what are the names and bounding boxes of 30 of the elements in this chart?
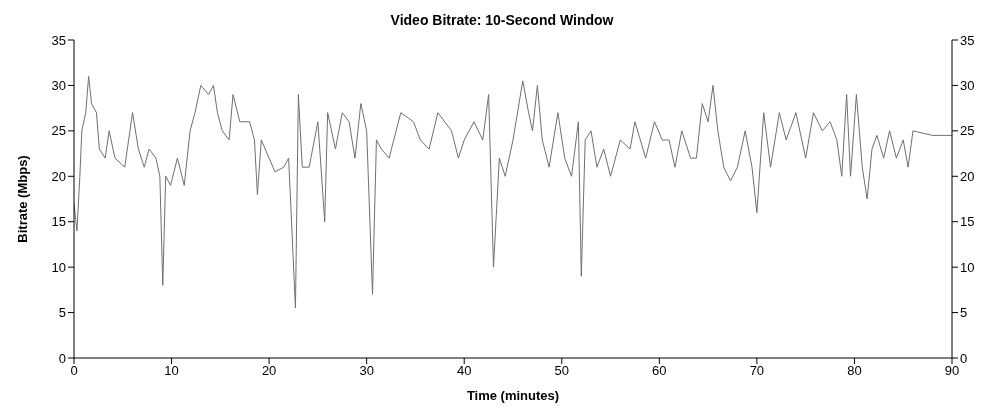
y-tick-label: 25 bbox=[51, 123, 66, 139]
line-series bbox=[74, 75, 952, 309]
y2-tick-label: 20 bbox=[960, 168, 975, 184]
x-tick-label: 0 bbox=[70, 363, 78, 379]
y2-tick-label: 5 bbox=[960, 305, 968, 321]
y2-tick-label: 0 bbox=[960, 350, 968, 366]
y-tick-label: 15 bbox=[51, 214, 66, 230]
x-tick-label: 60 bbox=[652, 363, 667, 379]
x-tick-label: 80 bbox=[847, 363, 862, 379]
y-tick-label: 30 bbox=[51, 78, 66, 94]
x-tick-label: 10 bbox=[164, 363, 179, 379]
y-tick-label: 20 bbox=[51, 168, 66, 184]
x-tick-label: 70 bbox=[749, 363, 765, 379]
x-tick-label: 40 bbox=[456, 363, 472, 379]
x-axis-title: Time (minutes) bbox=[466, 388, 560, 403]
chart-title: Video Bitrate: 10-Second Window bbox=[389, 11, 615, 30]
x-tick-label: 50 bbox=[554, 363, 570, 379]
y-axis-title: Bitrate (Mbps) bbox=[14, 155, 30, 243]
y2-tick-label: 15 bbox=[960, 214, 975, 230]
x-tick-label: 20 bbox=[261, 363, 277, 379]
x-tick-label: 30 bbox=[359, 363, 374, 379]
y2-tick-label: 35 bbox=[960, 32, 975, 48]
y-tick-label: 35 bbox=[51, 32, 66, 48]
y-tick-label: 0 bbox=[58, 350, 66, 366]
y-tick-label: 5 bbox=[58, 305, 66, 321]
y2-tick-label: 10 bbox=[960, 259, 975, 275]
y2-tick-label: 30 bbox=[960, 78, 975, 94]
y-tick-label: 10 bbox=[51, 259, 66, 275]
x-tick-label: 90 bbox=[944, 363, 960, 379]
y2-tick-label: 25 bbox=[960, 123, 975, 139]
